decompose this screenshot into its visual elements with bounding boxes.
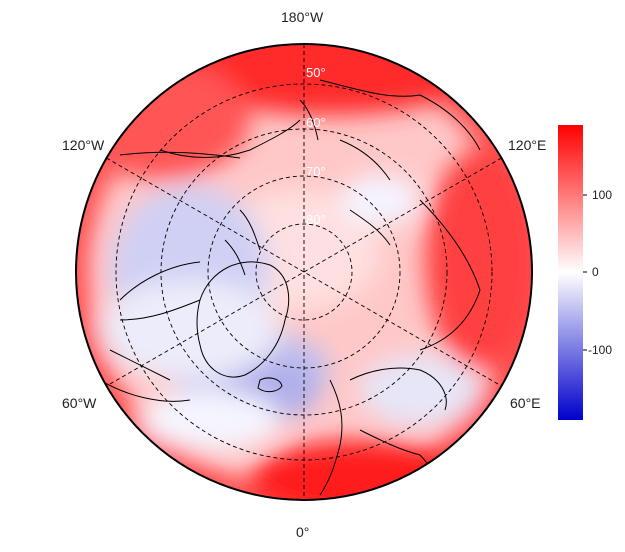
colorbar-tick-marks [583,194,587,351]
lat-label-70: 70° [306,164,326,179]
lon-label-180w: 180°W [281,9,324,25]
colorbar-tick-0: 0 [592,265,599,279]
lon-label-120w: 120°W [62,137,105,153]
map-boundary [75,43,533,501]
lon-label-120e: 120°E [508,137,547,153]
colorbar-tick-minus-100: -100 [588,343,613,357]
lon-label-0: 0° [296,524,310,540]
coastlines [99,79,481,496]
lon-label-60w: 60°W [62,395,97,411]
lat-label-50: 50° [306,65,326,80]
lon-label-60e: 60°E [510,395,541,411]
lat-label-80: 80° [306,212,326,227]
anomaly-field [76,44,532,500]
lat-label-60: 60° [306,115,326,130]
graticule [106,44,502,500]
colorbar [558,125,583,420]
colorbar-tick-100: 100 [592,188,613,202]
